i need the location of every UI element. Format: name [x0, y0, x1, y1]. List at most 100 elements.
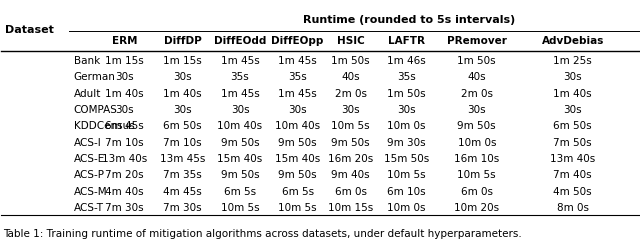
Text: 30s: 30s [467, 105, 486, 115]
Text: 9m 50s: 9m 50s [332, 138, 370, 148]
Text: 13m 40s: 13m 40s [550, 154, 595, 164]
Text: 1m 46s: 1m 46s [387, 56, 426, 66]
Text: 13m 45s: 13m 45s [160, 154, 205, 164]
Text: 1m 40s: 1m 40s [163, 88, 202, 99]
Text: 7m 30s: 7m 30s [106, 203, 144, 213]
Text: 30s: 30s [173, 72, 192, 82]
Text: 6m 50s: 6m 50s [163, 121, 202, 131]
Text: 7m 40s: 7m 40s [554, 170, 592, 181]
Text: 1m 15s: 1m 15s [163, 56, 202, 66]
Text: 10m 5s: 10m 5s [458, 170, 496, 181]
Text: 10m 5s: 10m 5s [332, 121, 370, 131]
Text: 15m 50s: 15m 50s [384, 154, 429, 164]
Text: 30s: 30s [563, 72, 582, 82]
Text: 30s: 30s [341, 105, 360, 115]
Text: COMPAS: COMPAS [74, 105, 118, 115]
Text: 4m 50s: 4m 50s [554, 187, 592, 197]
Text: 10m 0s: 10m 0s [458, 138, 496, 148]
Text: 35s: 35s [288, 72, 307, 82]
Text: 9m 50s: 9m 50s [458, 121, 496, 131]
Text: 10m 5s: 10m 5s [221, 203, 259, 213]
Text: 1m 45s: 1m 45s [278, 88, 317, 99]
Text: AdvDebias: AdvDebias [541, 36, 604, 46]
Text: 6m 45s: 6m 45s [106, 121, 144, 131]
Text: 10m 5s: 10m 5s [278, 203, 317, 213]
Text: ACS-I: ACS-I [74, 138, 101, 148]
Text: 1m 45s: 1m 45s [221, 88, 259, 99]
Text: 2m 0s: 2m 0s [461, 88, 493, 99]
Text: 10m 0s: 10m 0s [387, 203, 426, 213]
Text: ACS-E: ACS-E [74, 154, 105, 164]
Text: 30s: 30s [115, 105, 134, 115]
Text: 8m 0s: 8m 0s [557, 203, 589, 213]
Text: 10m 0s: 10m 0s [387, 121, 426, 131]
Text: Dataset: Dataset [5, 25, 54, 35]
Text: Bank: Bank [74, 56, 100, 66]
Text: 7m 35s: 7m 35s [163, 170, 202, 181]
Text: 1m 50s: 1m 50s [332, 56, 370, 66]
Text: 30s: 30s [115, 72, 134, 82]
Text: 30s: 30s [563, 105, 582, 115]
Text: 10m 5s: 10m 5s [387, 170, 426, 181]
Text: 6m 50s: 6m 50s [554, 121, 592, 131]
Text: 40s: 40s [467, 72, 486, 82]
Text: 1m 45s: 1m 45s [278, 56, 317, 66]
Text: 6m 0s: 6m 0s [335, 187, 367, 197]
Text: 40s: 40s [341, 72, 360, 82]
Text: 9m 50s: 9m 50s [278, 170, 317, 181]
Text: 35s: 35s [230, 72, 250, 82]
Text: 10m 40s: 10m 40s [275, 121, 320, 131]
Text: KDDCensus: KDDCensus [74, 121, 134, 131]
Text: 7m 10s: 7m 10s [163, 138, 202, 148]
Text: 30s: 30s [230, 105, 250, 115]
Text: 10m 20s: 10m 20s [454, 203, 499, 213]
Text: 16m 20s: 16m 20s [328, 154, 373, 164]
Text: 2m 0s: 2m 0s [335, 88, 367, 99]
Text: 1m 40s: 1m 40s [106, 88, 144, 99]
Text: 6m 5s: 6m 5s [224, 187, 256, 197]
Text: 1m 15s: 1m 15s [106, 56, 144, 66]
Text: 1m 40s: 1m 40s [554, 88, 592, 99]
Text: 1m 50s: 1m 50s [387, 88, 426, 99]
Text: 7m 10s: 7m 10s [106, 138, 144, 148]
Text: 6m 0s: 6m 0s [461, 187, 493, 197]
Text: DiffEOdd: DiffEOdd [214, 36, 266, 46]
Text: 9m 50s: 9m 50s [221, 138, 259, 148]
Text: 1m 45s: 1m 45s [221, 56, 259, 66]
Text: DiffDP: DiffDP [164, 36, 201, 46]
Text: Runtime (rounded to 5s intervals): Runtime (rounded to 5s intervals) [303, 15, 516, 26]
Text: ACS-T: ACS-T [74, 203, 104, 213]
Text: Table 1: Training runtime of mitigation algorithms across datasets, under defaul: Table 1: Training runtime of mitigation … [3, 229, 522, 239]
Text: 7m 30s: 7m 30s [163, 203, 202, 213]
Text: 15m 40s: 15m 40s [218, 154, 262, 164]
Text: 9m 40s: 9m 40s [332, 170, 370, 181]
Text: 10m 15s: 10m 15s [328, 203, 373, 213]
Text: PRemover: PRemover [447, 36, 507, 46]
Text: Adult: Adult [74, 88, 101, 99]
Text: 7m 20s: 7m 20s [106, 170, 144, 181]
Text: 9m 30s: 9m 30s [387, 138, 426, 148]
Text: German: German [74, 72, 115, 82]
Text: 16m 10s: 16m 10s [454, 154, 499, 164]
Text: 30s: 30s [397, 105, 416, 115]
Text: 4m 40s: 4m 40s [106, 187, 144, 197]
Text: 10m 40s: 10m 40s [218, 121, 262, 131]
Text: 7m 50s: 7m 50s [554, 138, 592, 148]
Text: 13m 40s: 13m 40s [102, 154, 147, 164]
Text: 6m 5s: 6m 5s [282, 187, 314, 197]
Text: 30s: 30s [288, 105, 307, 115]
Text: ERM: ERM [112, 36, 138, 46]
Text: 30s: 30s [173, 105, 192, 115]
Text: 6m 10s: 6m 10s [387, 187, 426, 197]
Text: 1m 50s: 1m 50s [458, 56, 496, 66]
Text: 9m 50s: 9m 50s [278, 138, 317, 148]
Text: DiffEOpp: DiffEOpp [271, 36, 324, 46]
Text: 4m 45s: 4m 45s [163, 187, 202, 197]
Text: 15m 40s: 15m 40s [275, 154, 320, 164]
Text: ACS-P: ACS-P [74, 170, 104, 181]
Text: LAFTR: LAFTR [388, 36, 425, 46]
Text: 35s: 35s [397, 72, 416, 82]
Text: 9m 50s: 9m 50s [221, 170, 259, 181]
Text: HSIC: HSIC [337, 36, 365, 46]
Text: ACS-M: ACS-M [74, 187, 108, 197]
